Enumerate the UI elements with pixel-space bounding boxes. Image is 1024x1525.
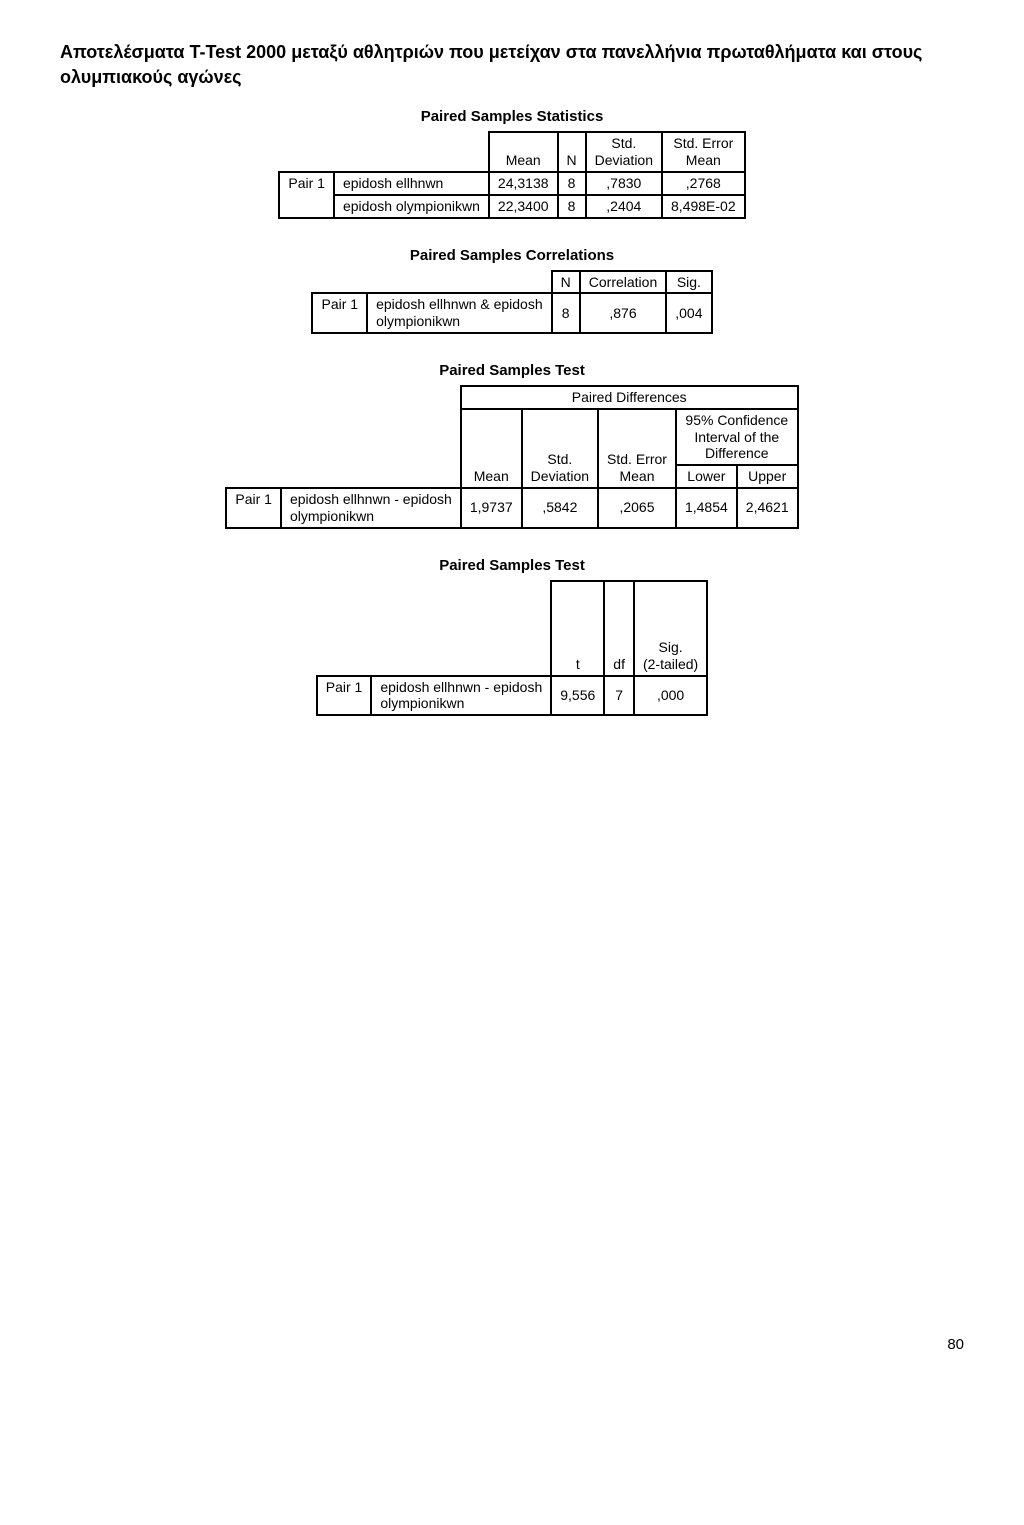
t2-sig: ,000: [634, 676, 707, 716]
t2-df: 7: [604, 676, 634, 716]
r2-sem: 8,498E-02: [662, 195, 745, 218]
t1-mean: 1,9737: [461, 488, 522, 528]
r2-mean: 22,3400: [489, 195, 558, 218]
pair1-label-3: Pair 1: [226, 488, 281, 528]
col-n: N: [558, 132, 586, 172]
paired-diff-header: Paired Differences: [461, 386, 798, 409]
col-df: df: [604, 581, 634, 676]
pair1-label-2: Pair 1: [312, 293, 367, 333]
corr-n: 8: [552, 293, 580, 333]
table-correlations: N Correlation Sig. Pair 1 epidosh ellhnw…: [311, 270, 712, 334]
caption-correlations: Paired Samples Correlations: [60, 247, 964, 264]
page-number: 80: [60, 1336, 964, 1353]
col-std-dev: Std. Deviation: [586, 132, 662, 172]
col-n2: N: [552, 271, 580, 294]
caption-statistics: Paired Samples Statistics: [60, 108, 964, 125]
col-sd2: Std. Deviation: [522, 409, 598, 488]
col-sem2: Std. Error Mean: [598, 409, 676, 488]
t1-upper: 2,4621: [737, 488, 798, 528]
col-std-err-mean: Std. Error Mean: [662, 132, 745, 172]
r1-mean: 24,3138: [489, 172, 558, 195]
col-sig2t: Sig. (2-tailed): [634, 581, 707, 676]
col-mean: Mean: [489, 132, 558, 172]
var1-label: epidosh ellhnwn: [334, 172, 489, 195]
t1-lower: 1,4854: [676, 488, 737, 528]
r1-sd: ,7830: [586, 172, 662, 195]
col-mean2: Mean: [461, 409, 522, 488]
r1-n: 8: [558, 172, 586, 195]
t1-sd: ,5842: [522, 488, 598, 528]
col-t: t: [551, 581, 604, 676]
t1-sem: ,2065: [598, 488, 676, 528]
pair1-label: Pair 1: [279, 172, 334, 218]
corr-val: ,876: [580, 293, 666, 333]
pair1-label-4: Pair 1: [317, 676, 372, 716]
col-upper: Upper: [737, 465, 798, 488]
t2-t: 9,556: [551, 676, 604, 716]
table-test1: Paired Differences Mean Std. Deviation S…: [225, 385, 798, 529]
col-lower: Lower: [676, 465, 737, 488]
r2-n: 8: [558, 195, 586, 218]
var2-label: epidosh olympionikwn: [334, 195, 489, 218]
corr-sig: ,004: [666, 293, 711, 333]
col-ci: 95% Confidence Interval of the Differenc…: [676, 409, 798, 465]
page-title: Αποτελέσματα T-Test 2000 μεταξύ αθλητριώ…: [60, 40, 964, 90]
r2-sd: ,2404: [586, 195, 662, 218]
r1-sem: ,2768: [662, 172, 745, 195]
table-statistics: Mean N Std. Deviation Std. Error Mean Pa…: [278, 131, 745, 218]
table-test2: t df Sig. (2-tailed) Pair 1 epidosh ellh…: [316, 580, 708, 717]
col-sig: Sig.: [666, 271, 711, 294]
diff-vars-label-2: epidosh ellhnwn - epidosh olympionikwn: [371, 676, 551, 716]
col-corr: Correlation: [580, 271, 666, 294]
caption-test1: Paired Samples Test: [60, 362, 964, 379]
caption-test2: Paired Samples Test: [60, 557, 964, 574]
diff-vars-label: epidosh ellhnwn - epidosh olympionikwn: [281, 488, 461, 528]
corr-vars-label: epidosh ellhnwn & epidosh olympionikwn: [367, 293, 552, 333]
